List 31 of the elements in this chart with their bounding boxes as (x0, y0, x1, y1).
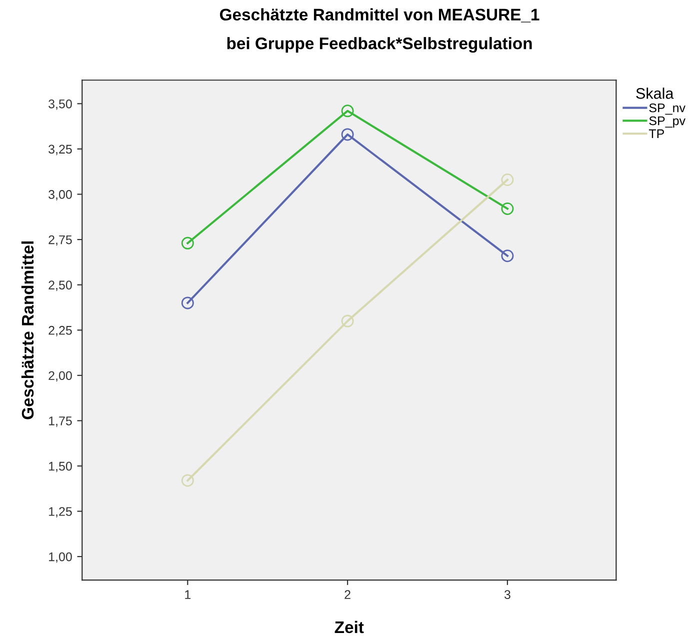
y-tick-label: 2,25 (48, 326, 72, 336)
point (181, 296, 194, 310)
legend-label: SP_nv (649, 103, 686, 115)
point (341, 104, 354, 118)
point (341, 314, 354, 328)
chart-title: Geschätzte Randmittel von MEASURE_1 (220, 8, 540, 22)
y-axis-title: Geschätzte Randmittel (21, 241, 34, 420)
y-tick-label: 2,50 (48, 280, 72, 291)
x-axis-title: Zeit (334, 620, 364, 634)
point (501, 250, 514, 262)
y-tick-label: 1,50 (49, 462, 72, 472)
x-tick-label: 2 (344, 590, 350, 599)
y-tick-label: 3,25 (48, 144, 72, 156)
x-tick-label: 1 (185, 590, 191, 599)
y-tick-label: 3,00 (48, 190, 72, 200)
legend-title: Skala (636, 88, 674, 99)
y-tick-label: 2,75 (48, 235, 72, 246)
y-tick-label: 1,00 (49, 552, 72, 563)
y-tick-label: 1,25 (49, 507, 72, 518)
point (181, 474, 194, 487)
legend-label: SP_pv (649, 116, 686, 128)
y-tick-label: 2,00 (48, 371, 72, 382)
point (501, 174, 514, 186)
point (181, 236, 194, 250)
y-tick-label: 3,50 (48, 99, 72, 110)
point (501, 202, 514, 215)
chart-subtitle: bei Gruppe Feedback*Selbstregulation (227, 37, 532, 53)
legend-label: TP (648, 129, 664, 138)
y-tick-label: 1,75 (49, 416, 72, 427)
x-tick-label: 3 (504, 590, 510, 600)
point (341, 128, 354, 141)
